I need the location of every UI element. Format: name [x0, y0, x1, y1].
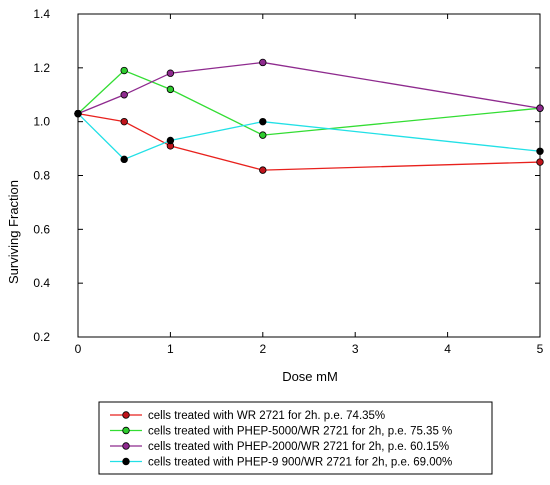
series-line: [77, 69, 541, 136]
legend-entry: cells treated with PHEP-9 900/WR 2721 fo…: [110, 457, 452, 469]
data-point: [259, 166, 267, 174]
x-tick-label: 1: [167, 342, 174, 356]
series-2: [74, 66, 544, 139]
legend-entry: cells treated with PHEP-2000/WR 2721 for…: [110, 441, 449, 453]
series-3: [74, 58, 544, 118]
legend-label: cells treated with WR 2721 for 2h. p.e. …: [148, 410, 385, 422]
data-point: [166, 85, 175, 94]
legend-box: [98, 401, 493, 475]
y-axis-ticks: 0.2 0.4 0.6 0.8 1.0 1.2 1.4: [33, 7, 540, 344]
legend-swatch-marker: [122, 442, 130, 450]
legend-entry: cells treated with PHEP-5000/WR 2721 for…: [110, 426, 452, 438]
data-point: [259, 58, 267, 67]
series-line: [77, 112, 541, 171]
y-tick-label: 0.2: [33, 330, 50, 344]
y-axis-title: Surviving Fraction: [6, 180, 21, 284]
series-4: [74, 109, 544, 164]
data-point: [259, 117, 267, 126]
data-point: [259, 131, 267, 139]
data-point: [166, 69, 175, 77]
data-point: [166, 136, 175, 145]
legend: cells treated with WR 2721 for 2h. p.e. …: [98, 401, 493, 475]
data-point: [120, 155, 128, 164]
data-point: [536, 158, 544, 166]
y-tick-label: 0.8: [33, 169, 50, 183]
series-line: [77, 61, 541, 115]
series-1: [74, 109, 544, 174]
legend-swatch-marker: [122, 426, 130, 435]
y-tick-label: 0.6: [33, 222, 50, 236]
y-tick-label: 1.0: [33, 115, 50, 129]
legend-entries: cells treated with WR 2721 for 2h. p.e. …: [110, 410, 452, 469]
x-tick-label: 5: [537, 342, 544, 356]
x-tick-label: 3: [352, 342, 359, 356]
data-point: [74, 109, 82, 118]
plot-frame: [77, 13, 541, 338]
y-tick-label: 1.2: [33, 61, 50, 75]
x-axis-ticks: 0 1 2 3 4 5: [75, 14, 544, 356]
series-layer: [74, 58, 544, 174]
legend-label: cells treated with PHEP-9 900/WR 2721 fo…: [148, 457, 452, 469]
data-point: [536, 104, 544, 112]
y-tick-label: 1.4: [33, 7, 50, 21]
y-tick-label: 0.4: [33, 276, 50, 290]
data-point: [120, 91, 128, 99]
series-line: [77, 113, 541, 161]
plot-area: [77, 13, 541, 338]
x-tick-label: 4: [444, 342, 451, 356]
x-tick-label: 0: [75, 342, 82, 356]
legend-label: cells treated with PHEP-2000/WR 2721 for…: [148, 441, 449, 453]
x-tick-label: 2: [259, 342, 266, 356]
data-point: [536, 147, 544, 155]
legend-swatch-marker: [122, 411, 130, 419]
legend-entry: cells treated with WR 2721 for 2h. p.e. …: [110, 410, 385, 422]
legend-swatch-marker: [122, 457, 130, 466]
data-point: [120, 117, 128, 126]
legend-label: cells treated with PHEP-5000/WR 2721 for…: [148, 426, 452, 438]
data-point: [120, 66, 128, 75]
x-axis-title: Dose mM: [282, 369, 338, 384]
